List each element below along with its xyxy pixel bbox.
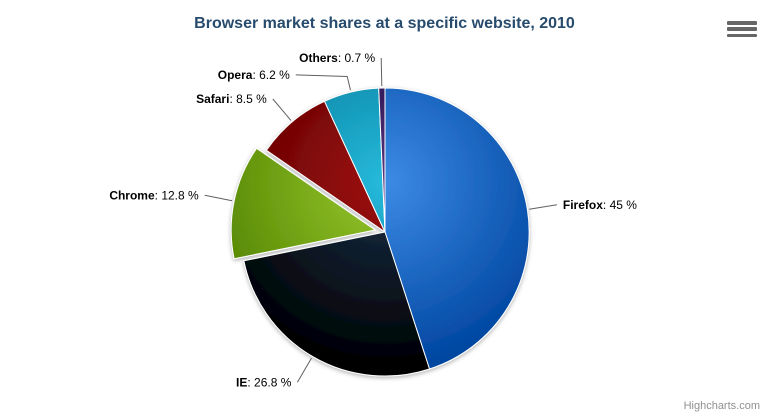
label-connector-others bbox=[380, 57, 383, 87]
hamburger-icon bbox=[727, 33, 757, 37]
context-menu-button[interactable] bbox=[727, 21, 757, 37]
pie-slice-ie[interactable] bbox=[243, 231, 430, 377]
hamburger-icon bbox=[727, 21, 757, 25]
pie-slice-firefox[interactable] bbox=[384, 87, 530, 370]
data-label-chrome: Chrome: 12.8 % bbox=[109, 188, 199, 202]
pie-slice-others[interactable] bbox=[378, 87, 386, 233]
pie-slice-chrome[interactable] bbox=[230, 147, 376, 260]
label-connector-chrome bbox=[204, 194, 233, 202]
data-label-firefox: Firefox: 45 % bbox=[563, 198, 637, 212]
data-label-others: Others: 0.7 % bbox=[299, 51, 375, 65]
data-label-ie: IE: 26.8 % bbox=[236, 375, 292, 389]
chart-title: Browser market shares at a specific webs… bbox=[194, 15, 575, 32]
credits-link[interactable]: Highcharts.com bbox=[683, 400, 760, 412]
data-label-safari: Safari: 8.5 % bbox=[196, 92, 267, 106]
label-connector-ie bbox=[296, 357, 312, 383]
label-connector-opera bbox=[295, 74, 351, 91]
label-connector-safari bbox=[272, 98, 292, 121]
data-label-opera: Opera: 6.2 % bbox=[218, 68, 290, 82]
label-connector-firefox bbox=[529, 204, 557, 210]
hamburger-icon bbox=[727, 27, 757, 31]
